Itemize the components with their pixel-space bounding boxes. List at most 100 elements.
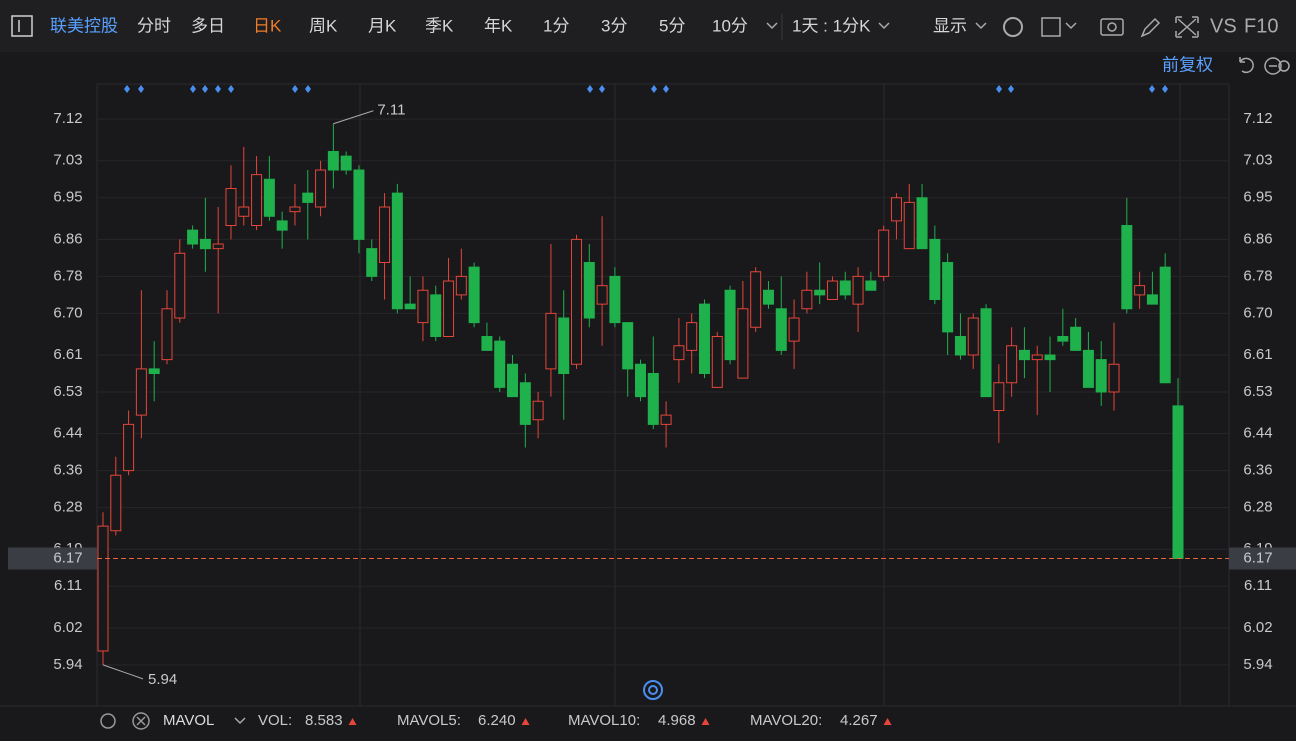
- last-price-box: [8, 547, 97, 570]
- candle-body: [225, 188, 237, 227]
- up-arrow: [521, 718, 530, 725]
- stock-name[interactable]: 联美控股: [50, 16, 118, 35]
- candle-body: [673, 345, 685, 361]
- event-marker: [1008, 85, 1014, 93]
- period-tab[interactable]: 多日: [191, 16, 225, 35]
- candle-body: [814, 289, 826, 296]
- event-marker: [124, 85, 130, 93]
- period-tab[interactable]: 分时: [137, 16, 171, 35]
- candle-body: [430, 294, 442, 338]
- candle-body: [263, 178, 275, 217]
- indicator-settings[interactable]: [100, 713, 116, 729]
- locate-icon[interactable]: [643, 680, 663, 700]
- candle-body: [609, 275, 621, 324]
- event-marker: [1162, 85, 1168, 93]
- y-tick-label: 6.53: [53, 383, 82, 400]
- y-tick-label: 6.11: [1244, 577, 1272, 594]
- f10-button[interactable]: F10: [1244, 15, 1278, 37]
- candle-body: [340, 155, 352, 171]
- candle-body: [1082, 349, 1094, 388]
- indicator-values: VOL: 8.583 MAVOL5: 6.240 MAVOL10: 4.968 MAVOL2…: [258, 712, 892, 729]
- event-marker: [292, 85, 298, 93]
- period-tab[interactable]: 周K: [309, 16, 338, 35]
- candle-body: [686, 322, 698, 351]
- camera-icon[interactable]: [1100, 18, 1124, 36]
- period-tab[interactable]: 1分: [543, 16, 569, 35]
- y-tick-label: 6.02: [53, 619, 82, 636]
- candle-body: [929, 238, 941, 301]
- last-price-label: 6.17: [53, 549, 82, 566]
- period-tab[interactable]: 年K: [484, 16, 513, 35]
- y-tick-label: 7.03: [53, 152, 82, 169]
- vs-button[interactable]: VS: [1210, 15, 1237, 37]
- candle-body: [481, 336, 493, 351]
- display-menu[interactable]: 显示: [933, 16, 967, 35]
- candle-body: [327, 151, 339, 171]
- candle-body: [1134, 285, 1146, 296]
- event-marker: [663, 85, 669, 93]
- candle-body: [890, 197, 902, 222]
- candle-body: [379, 206, 391, 264]
- y-tick-label: 6.61: [53, 346, 82, 363]
- low-label: 5.94: [148, 671, 177, 688]
- locate-icon: [648, 685, 658, 695]
- y-tick-label: 6.86: [1243, 230, 1272, 247]
- draw-icon[interactable]: [1041, 17, 1061, 37]
- event-marker: [587, 85, 593, 93]
- candle-body: [468, 266, 480, 324]
- panel-icon[interactable]: [11, 15, 33, 37]
- zoom-in-icon[interactable]: [1278, 60, 1290, 72]
- candle-body: [391, 192, 403, 310]
- period-tab[interactable]: 日K: [253, 16, 282, 35]
- adjust-mode[interactable]: 前复权: [1162, 55, 1213, 74]
- period-tabs: 分时 多日 日K 周K 月K 季K 年K 1分 3分 5分 10分: [137, 16, 748, 35]
- y-tick-label: 6.36: [1243, 462, 1272, 479]
- candle-body: [750, 271, 762, 328]
- period-tab[interactable]: 季K: [425, 16, 454, 35]
- pen-icon[interactable]: [1140, 17, 1161, 38]
- interval[interactable]: 1天 : 1分K: [792, 16, 871, 35]
- event-markers: [124, 85, 1168, 93]
- chevron: [234, 717, 246, 725]
- period-tab[interactable]: 10分: [712, 16, 748, 35]
- event-marker: [215, 85, 221, 93]
- candle-body: [993, 382, 1005, 411]
- candle-body: [315, 169, 327, 208]
- zoom-out-icon[interactable]: [1264, 57, 1282, 75]
- period-tab[interactable]: 3分: [601, 16, 627, 35]
- y-tick-label: 7.12: [1243, 110, 1272, 127]
- undo-icon[interactable]: [1239, 57, 1254, 74]
- candle-body: [1146, 294, 1158, 305]
- candle-body: [1031, 354, 1043, 361]
- high-label: 7.11: [377, 102, 405, 119]
- candle-body: [135, 368, 147, 416]
- candle-body: [839, 280, 851, 296]
- y-tick-label: 6.70: [1243, 304, 1272, 321]
- candle-body: [353, 169, 365, 240]
- y-tick-label: 6.78: [1243, 267, 1272, 284]
- candle-body: [1159, 266, 1171, 384]
- candle-body: [967, 317, 979, 356]
- up-arrow: [701, 718, 710, 725]
- fullscreen-icon[interactable]: [1175, 16, 1199, 38]
- candle-body: [366, 248, 378, 277]
- period-tab[interactable]: 月K: [368, 16, 397, 35]
- candle-body: [507, 363, 519, 398]
- last-price-box: [1229, 547, 1296, 570]
- indicator-name[interactable]: MAVOL: [163, 712, 214, 729]
- y-tick-label: 6.86: [53, 230, 82, 247]
- settings-icon[interactable]: [1003, 17, 1023, 37]
- candle-body: [1070, 326, 1082, 351]
- candle-body: [571, 238, 583, 365]
- candle-body: [212, 243, 224, 250]
- candle-body: [660, 414, 672, 425]
- indicator-close[interactable]: [132, 712, 150, 730]
- y-tick-label: 6.28: [53, 499, 82, 516]
- period-tab[interactable]: 5分: [659, 16, 685, 35]
- candle-body: [545, 312, 557, 370]
- indicator-label: MAVOL20:: [750, 712, 822, 729]
- y-tick-label: 6.61: [1243, 346, 1272, 363]
- y-tick-label: 7.03: [1243, 152, 1272, 169]
- candle-body: [622, 322, 634, 370]
